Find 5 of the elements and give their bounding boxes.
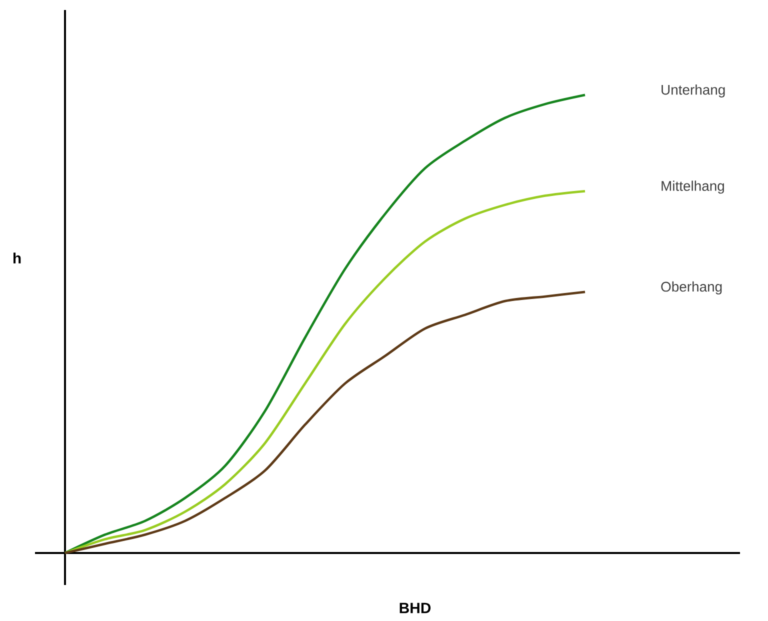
text: Unterhang bbox=[662, 84, 725, 98]
x-axis-title: BHD bbox=[400, 602, 431, 614]
text: Mittelhang bbox=[662, 180, 724, 194]
y-axis-title: h bbox=[13, 252, 21, 264]
text: Oberhang bbox=[661, 281, 722, 294]
